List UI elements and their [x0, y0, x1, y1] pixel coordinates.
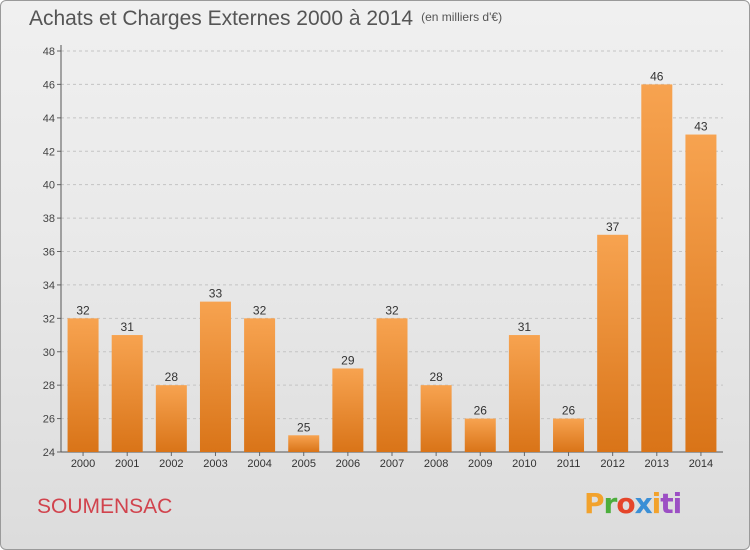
- logo-letter: P: [584, 487, 605, 520]
- bar: [553, 418, 585, 452]
- x-tick-label: 2000: [71, 458, 95, 470]
- x-tick-label: 2010: [512, 458, 536, 470]
- data-label: 28: [165, 370, 179, 384]
- bar: [685, 134, 717, 452]
- bar: [155, 385, 187, 452]
- y-tick-label: 44: [43, 113, 55, 125]
- y-tick-label: 32: [43, 313, 55, 325]
- y-tick-label: 38: [43, 213, 55, 225]
- bar: [332, 368, 364, 452]
- bar: [508, 335, 540, 452]
- data-label: 32: [76, 303, 90, 317]
- x-tick-label: 2004: [247, 458, 271, 470]
- title-text: Achats et Charges Externes 2000 à 2014: [29, 7, 414, 30]
- proxiti-logo: Proxiti: [584, 487, 682, 520]
- bar: [67, 318, 99, 452]
- data-label: 31: [518, 320, 532, 334]
- data-label: 37: [606, 220, 620, 234]
- x-tick-label: 2001: [115, 458, 139, 470]
- bar: [376, 318, 408, 452]
- logo-letter: ti: [660, 487, 682, 520]
- bar: [199, 301, 231, 452]
- y-tick-label: 40: [43, 180, 55, 192]
- x-tick-label: 2013: [645, 458, 669, 470]
- data-label: 28: [429, 370, 443, 384]
- y-tick-label: 24: [43, 447, 55, 459]
- bar: [420, 385, 452, 452]
- bar: [464, 418, 496, 452]
- data-label: 29: [341, 353, 355, 367]
- x-tick-label: 2011: [557, 458, 581, 470]
- y-tick-label: 30: [43, 347, 55, 359]
- bar: [597, 234, 629, 452]
- x-tick-label: 2009: [468, 458, 492, 470]
- y-tick-label: 42: [43, 146, 55, 158]
- data-label: 26: [474, 404, 488, 418]
- y-tick-label: 34: [43, 280, 55, 292]
- logo-letter: r: [603, 487, 618, 520]
- bar: [111, 335, 143, 452]
- data-label: 25: [297, 420, 311, 434]
- data-label: 33: [209, 287, 223, 301]
- data-label: 31: [121, 320, 135, 334]
- x-tick-label: 2008: [424, 458, 448, 470]
- x-tick-label: 2012: [600, 458, 624, 470]
- data-label: 46: [650, 69, 664, 83]
- logo-letter: o: [616, 487, 635, 520]
- commune-name: SOUMENSAC: [37, 495, 173, 518]
- bar: [641, 84, 673, 453]
- data-label: 32: [253, 303, 267, 317]
- chart-title: Achats et Charges Externes 2000 à 2014 (e…: [29, 7, 502, 31]
- x-tick-label: 2014: [689, 458, 713, 470]
- y-tick-label: 36: [43, 247, 55, 259]
- y-tick-label: 26: [43, 414, 55, 426]
- x-tick-label: 2003: [203, 458, 227, 470]
- y-tick-label: 46: [43, 79, 55, 91]
- x-tick-label: 2005: [291, 458, 315, 470]
- bar: [288, 435, 320, 452]
- x-tick-label: 2006: [336, 458, 360, 470]
- bar: [244, 318, 276, 452]
- data-label: 43: [694, 120, 708, 134]
- logo-letter: i: [651, 487, 662, 520]
- x-tick-label: 2007: [380, 458, 404, 470]
- title-unit: (en milliers d'€): [421, 10, 503, 24]
- logo-letter: x: [634, 487, 653, 520]
- data-label: 26: [562, 404, 576, 418]
- y-tick-label: 48: [43, 46, 55, 58]
- y-tick-label: 28: [43, 380, 55, 392]
- x-tick-label: 2002: [159, 458, 183, 470]
- data-label: 32: [385, 303, 399, 317]
